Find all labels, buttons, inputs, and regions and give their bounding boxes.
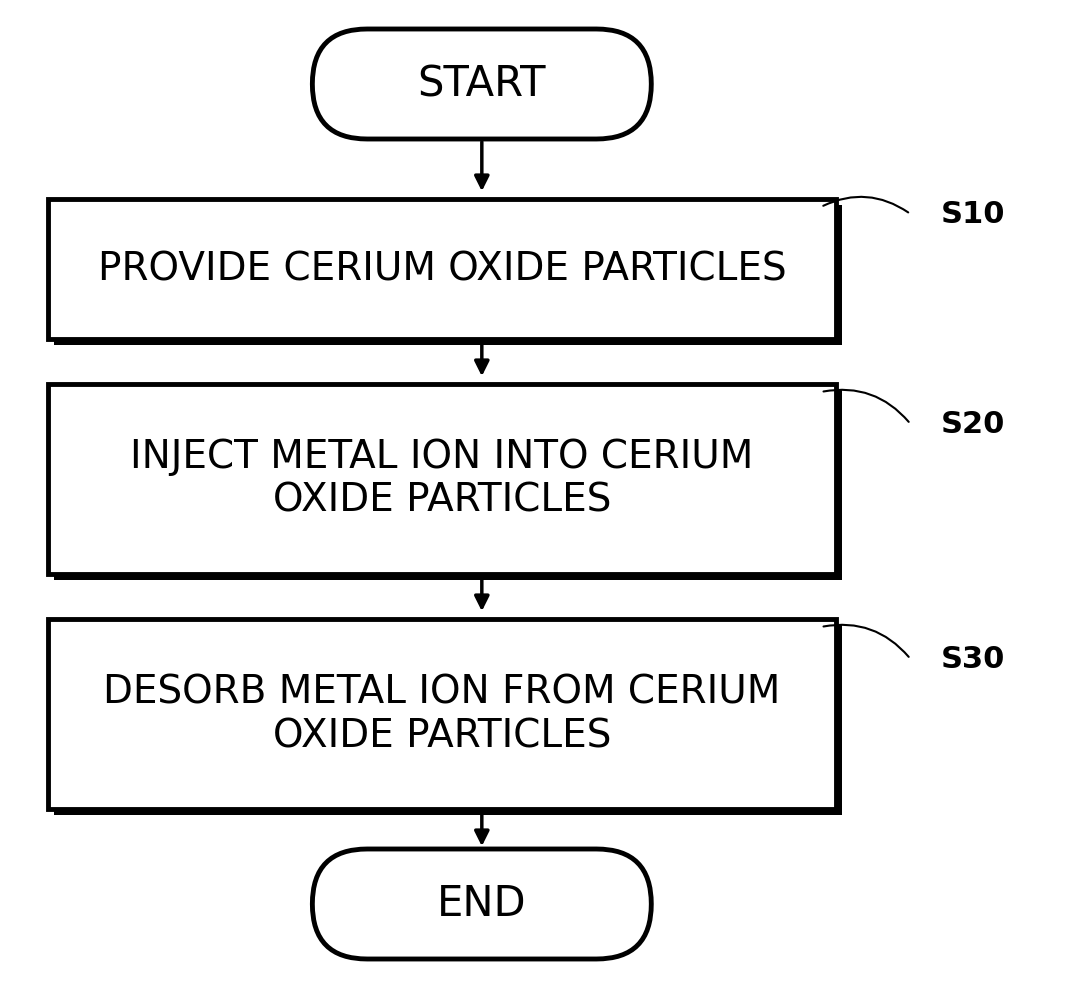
Bar <box>48 199 835 339</box>
Bar <box>55 625 842 815</box>
Text: START: START <box>418 63 546 105</box>
Text: S20: S20 <box>940 409 1005 438</box>
Text: INJECT METAL ION INTO CERIUM
OXIDE PARTICLES: INJECT METAL ION INTO CERIUM OXIDE PARTI… <box>131 438 754 520</box>
FancyBboxPatch shape <box>313 29 651 139</box>
Text: S10: S10 <box>940 200 1005 228</box>
Bar <box>48 619 835 809</box>
Text: S30: S30 <box>940 645 1005 674</box>
Bar <box>55 205 842 345</box>
Bar <box>48 384 835 574</box>
Text: END: END <box>437 883 527 925</box>
Text: DESORB METAL ION FROM CERIUM
OXIDE PARTICLES: DESORB METAL ION FROM CERIUM OXIDE PARTI… <box>103 673 781 755</box>
Bar <box>55 390 842 580</box>
Text: PROVIDE CERIUM OXIDE PARTICLES: PROVIDE CERIUM OXIDE PARTICLES <box>97 250 786 288</box>
FancyBboxPatch shape <box>313 849 651 959</box>
